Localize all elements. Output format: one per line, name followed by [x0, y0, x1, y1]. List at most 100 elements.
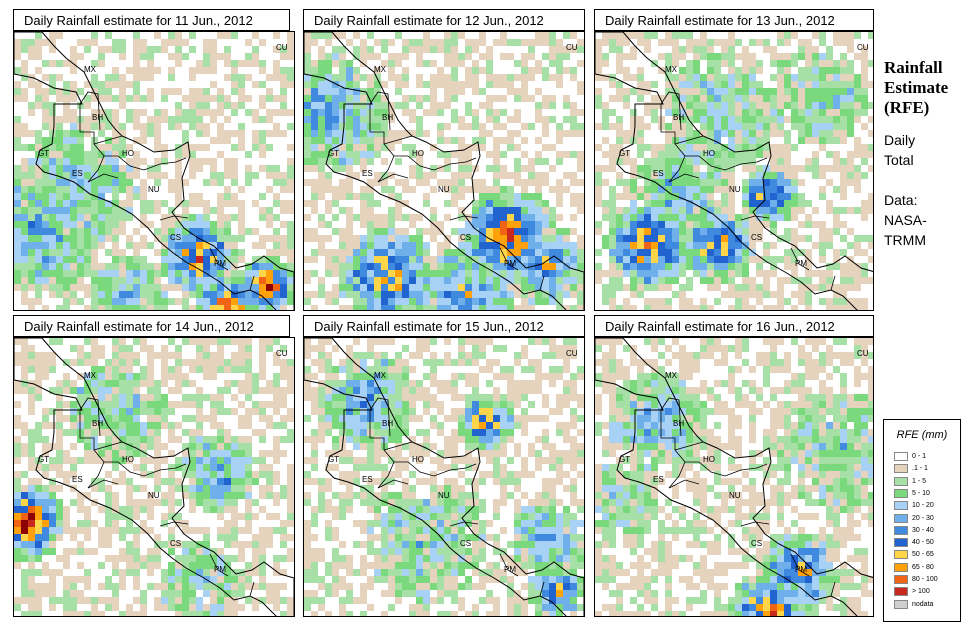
country-label-cs: CS	[460, 539, 471, 548]
sidebar-source-line2: NASA-	[884, 212, 927, 228]
coastline	[595, 338, 873, 616]
country-border	[79, 397, 101, 437]
country-border	[369, 397, 391, 437]
sidebar-title-line2: Estimate	[884, 78, 949, 97]
country-border	[104, 155, 187, 171]
country-border	[674, 135, 704, 145]
country-label-es: ES	[72, 475, 83, 484]
country-label-mx: MX	[84, 65, 97, 74]
legend-item: nodata	[894, 599, 933, 610]
country-label-mx: MX	[374, 371, 387, 380]
legend-swatch	[894, 599, 908, 609]
country-border	[790, 247, 810, 271]
rainfall-map-5: MX BH GT HO ES NU CS PM CU	[303, 337, 585, 617]
country-label-nu: NU	[729, 491, 741, 500]
country-label-gt: GT	[38, 455, 49, 464]
country-label-es: ES	[362, 169, 373, 178]
country-label-cs: CS	[170, 539, 181, 548]
sidebar-source-line1: Data:	[884, 192, 918, 208]
country-label-cu: CU	[276, 349, 288, 358]
rfe-legend: RFE (mm) 0 - 1 .1 - 1 1 - 5 5 - 10 10 - 20 20…	[883, 419, 961, 622]
legend-label: 30 - 40	[912, 526, 934, 534]
country-label-nu: NU	[438, 185, 450, 194]
country-label-ho: HO	[122, 455, 134, 464]
legend-item: 80 - 100	[894, 575, 938, 585]
panel-title-1: Daily Rainfall estimate for 11 Jun., 201…	[13, 9, 290, 31]
country-border	[449, 521, 479, 527]
rainfall-map-3: MX BH GT HO ES NU CS PM CU	[594, 31, 874, 311]
legend-swatch	[894, 488, 908, 498]
legend-item: 0 - 1	[894, 452, 926, 462]
country-label-mx: MX	[665, 371, 678, 380]
legend-swatch	[894, 562, 908, 572]
country-label-es: ES	[653, 475, 664, 484]
legend-swatch	[894, 501, 908, 511]
legend-item: 40 - 50	[894, 538, 934, 548]
legend-label: 20 - 30	[912, 514, 934, 522]
coastline	[304, 32, 584, 310]
country-label-bh: BH	[382, 113, 393, 122]
rain-grid	[14, 32, 294, 310]
country-border	[93, 441, 123, 451]
country-label-ho: HO	[412, 149, 424, 158]
country-label-nu: NU	[148, 491, 160, 500]
country-label-gt: GT	[619, 149, 630, 158]
country-label-pm: PM	[504, 565, 516, 574]
country-label-cs: CS	[170, 233, 181, 242]
country-border	[635, 103, 686, 183]
country-label-ho: HO	[703, 455, 715, 464]
country-border	[740, 521, 770, 527]
sidebar-source: Data: NASA- TRMM	[884, 190, 927, 250]
country-border	[344, 103, 395, 183]
panel-title-5: Daily Rainfall estimate for 15 Jun., 201…	[303, 315, 585, 337]
country-border	[377, 479, 409, 489]
country-label-bh: BH	[92, 113, 103, 122]
country-border	[369, 91, 391, 131]
rain-grid	[595, 32, 873, 310]
panel-title-3: Daily Rainfall estimate for 13 Jun., 201…	[594, 9, 874, 31]
country-border	[499, 247, 519, 271]
country-label-mx: MX	[84, 371, 97, 380]
legend-item: 10 - 20	[894, 501, 934, 511]
legend-label: 65 - 80	[912, 563, 934, 571]
country-border	[660, 91, 682, 131]
country-border	[159, 521, 189, 527]
legend-label: .1 - 1	[912, 465, 928, 473]
rain-grid	[304, 338, 584, 616]
country-label-es: ES	[72, 169, 83, 178]
panel-title-6: Daily Rainfall estimate for 16 Jun., 201…	[594, 315, 874, 337]
country-label-nu: NU	[729, 185, 741, 194]
country-border	[830, 275, 836, 291]
country-label-cu: CU	[566, 349, 578, 358]
country-border	[635, 409, 686, 489]
country-border	[344, 409, 395, 489]
rain-grid	[595, 338, 873, 616]
coastline	[14, 338, 294, 616]
country-label-cu: CU	[857, 43, 869, 52]
legend-swatch	[894, 525, 908, 535]
country-border	[740, 215, 770, 221]
legend-item: 5 - 10	[894, 488, 930, 499]
sidebar-desc-line2: Total	[884, 152, 914, 168]
country-border	[159, 215, 189, 221]
rainfall-map-2: MX BH GT HO ES NU CS PM CU	[303, 31, 585, 311]
map-canvas: MX BH GT HO ES NU CS PM CU	[595, 338, 873, 616]
country-border	[685, 155, 768, 171]
country-label-cu: CU	[566, 43, 578, 52]
map-canvas: MX BH GT HO ES NU CS PM CU	[595, 32, 873, 310]
country-border	[790, 553, 810, 577]
map-canvas: MX BH GT HO ES NU CS PM CU	[14, 32, 294, 310]
country-border	[685, 461, 768, 477]
country-border	[383, 135, 413, 145]
coastline	[595, 32, 873, 310]
country-border	[674, 441, 704, 451]
country-border	[660, 397, 682, 437]
rainfall-map-6: MX BH GT HO ES NU CS PM CU	[594, 337, 874, 617]
map-canvas: MX BH GT HO ES NU CS PM CU	[304, 338, 584, 616]
panel-title-2: Daily Rainfall estimate for 12 Jun., 201…	[303, 9, 585, 31]
country-border	[668, 173, 700, 183]
country-label-es: ES	[362, 475, 373, 484]
legend-title: RFE (mm)	[896, 429, 948, 441]
country-label-bh: BH	[673, 419, 684, 428]
country-label-es: ES	[653, 169, 664, 178]
